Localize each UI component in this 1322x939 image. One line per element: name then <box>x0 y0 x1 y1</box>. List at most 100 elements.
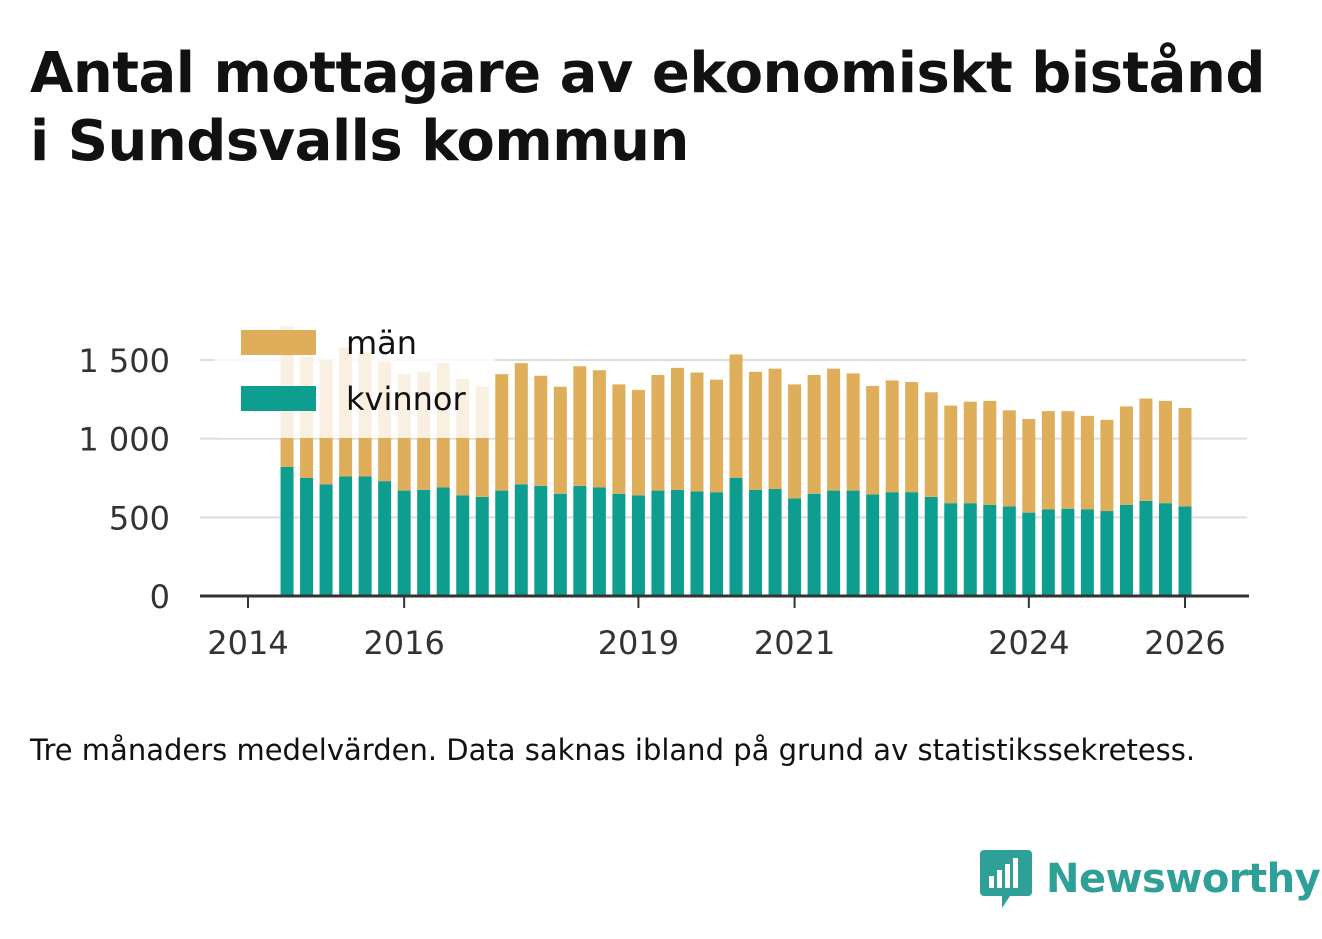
bar-kvinnor <box>905 492 919 596</box>
bar-kvinnor <box>417 489 431 596</box>
bar-man <box>573 366 587 486</box>
bar-kvinnor <box>983 504 997 596</box>
chart-title: Antal mottagare av ekonomiskt bistånd i … <box>30 41 1265 174</box>
bar-kvinnor <box>710 492 723 596</box>
bar-man <box>553 386 567 494</box>
bar-kvinnor <box>436 487 450 596</box>
bar-man <box>924 392 938 497</box>
legend: män kvinnor <box>241 324 467 418</box>
bar-kvinnor <box>1041 509 1055 596</box>
x-tick-label: 2019 <box>598 624 679 662</box>
legend-swatch <box>241 330 316 355</box>
y-tick-label: 500 <box>109 499 170 537</box>
bar-kvinnor <box>456 495 470 596</box>
bar-kvinnor <box>944 503 958 596</box>
bar-kvinnor <box>339 476 353 596</box>
bar-man <box>1061 411 1075 509</box>
bar-man <box>670 367 684 490</box>
bar-kvinnor <box>319 484 333 596</box>
y-tick-label: 0 <box>150 578 170 616</box>
bar-kvinnor <box>1119 504 1133 596</box>
bar-kvinnor <box>749 489 763 596</box>
bar-kvinnor <box>631 495 645 596</box>
bar-kvinnor <box>553 493 567 596</box>
x-tick-label: 2026 <box>1144 624 1225 662</box>
bar-man <box>631 389 645 496</box>
y-axis-tick-labels: 0 500 1 000 1 500 <box>78 342 170 616</box>
bar-man <box>983 400 997 505</box>
y-tick-label: 1 500 <box>78 342 170 380</box>
bar-kvinnor <box>788 498 802 596</box>
bar-man <box>885 380 899 493</box>
bar-kvinnor <box>514 484 528 596</box>
bar-man <box>1178 407 1192 507</box>
bar-kvinnor <box>1139 500 1153 596</box>
bar-kvinnor <box>1061 508 1075 596</box>
bar-man <box>749 371 763 490</box>
bar-man <box>710 379 723 493</box>
bar-man <box>866 385 880 495</box>
bar-man <box>690 372 704 492</box>
bar-kvinnor <box>358 476 372 596</box>
x-tick-label: 2024 <box>988 624 1069 662</box>
legend-label: kvinnor <box>346 380 467 418</box>
bar-man <box>534 375 548 486</box>
bar-man <box>592 370 606 488</box>
legend-swatch <box>241 386 316 411</box>
legend-label: män <box>346 324 417 362</box>
bar-kvinnor <box>534 485 548 596</box>
bar-kvinnor <box>924 496 938 596</box>
bar-man <box>846 373 860 491</box>
bar-man <box>729 354 743 478</box>
bar-man <box>1158 400 1172 504</box>
bar-kvinnor <box>475 496 489 596</box>
bar-man <box>963 401 977 504</box>
bar-kvinnor <box>1080 509 1094 596</box>
bar-kvinnor <box>1100 511 1114 596</box>
x-tick-label: 2016 <box>363 624 444 662</box>
bar-man <box>768 368 782 490</box>
x-tick-label: 2014 <box>207 624 288 662</box>
y-tick-label: 1 000 <box>78 421 170 459</box>
bar-man <box>827 368 841 491</box>
bar-man <box>495 374 509 491</box>
bar-man <box>1022 419 1036 513</box>
bar-man <box>612 384 626 494</box>
bar-chart-speech-bubble-icon <box>980 850 1032 908</box>
bar-man <box>1139 398 1153 501</box>
bar-kvinnor <box>280 466 294 596</box>
bar-kvinnor <box>1158 503 1172 596</box>
bar-man <box>788 384 802 499</box>
bar-man <box>1100 419 1114 512</box>
bar-man <box>1080 415 1094 510</box>
bar-kvinnor <box>573 485 587 596</box>
bar-kvinnor <box>670 489 684 596</box>
bar-man <box>1041 411 1055 510</box>
bar-kvinnor <box>1178 506 1192 596</box>
bars <box>280 326 1192 596</box>
bar-kvinnor <box>592 487 606 596</box>
x-tick-label: 2021 <box>754 624 835 662</box>
bar-kvinnor <box>651 490 665 596</box>
bar-kvinnor <box>885 492 899 596</box>
bar-man <box>807 374 821 494</box>
bar-man <box>944 405 958 504</box>
bar-man <box>1119 406 1133 505</box>
bar-kvinnor <box>397 490 411 596</box>
bar-kvinnor <box>729 478 743 596</box>
brand-name: Newsworthy <box>1046 856 1321 902</box>
bar-man <box>1002 410 1016 507</box>
x-axis: 2014 2016 2019 2021 2024 2026 <box>200 594 1249 662</box>
bar-kvinnor <box>827 490 841 596</box>
bar-kvinnor <box>963 503 977 596</box>
bar-kvinnor <box>1022 512 1036 596</box>
bar-kvinnor <box>612 493 626 596</box>
bar-kvinnor <box>846 490 860 596</box>
bar-kvinnor <box>768 489 782 596</box>
bar-kvinnor <box>1002 506 1016 596</box>
footnote: Tre månaders medelvärden. Data saknas ib… <box>30 733 1196 767</box>
bar-man <box>905 382 919 493</box>
bar-kvinnor <box>300 478 314 596</box>
bar-man <box>514 363 528 485</box>
